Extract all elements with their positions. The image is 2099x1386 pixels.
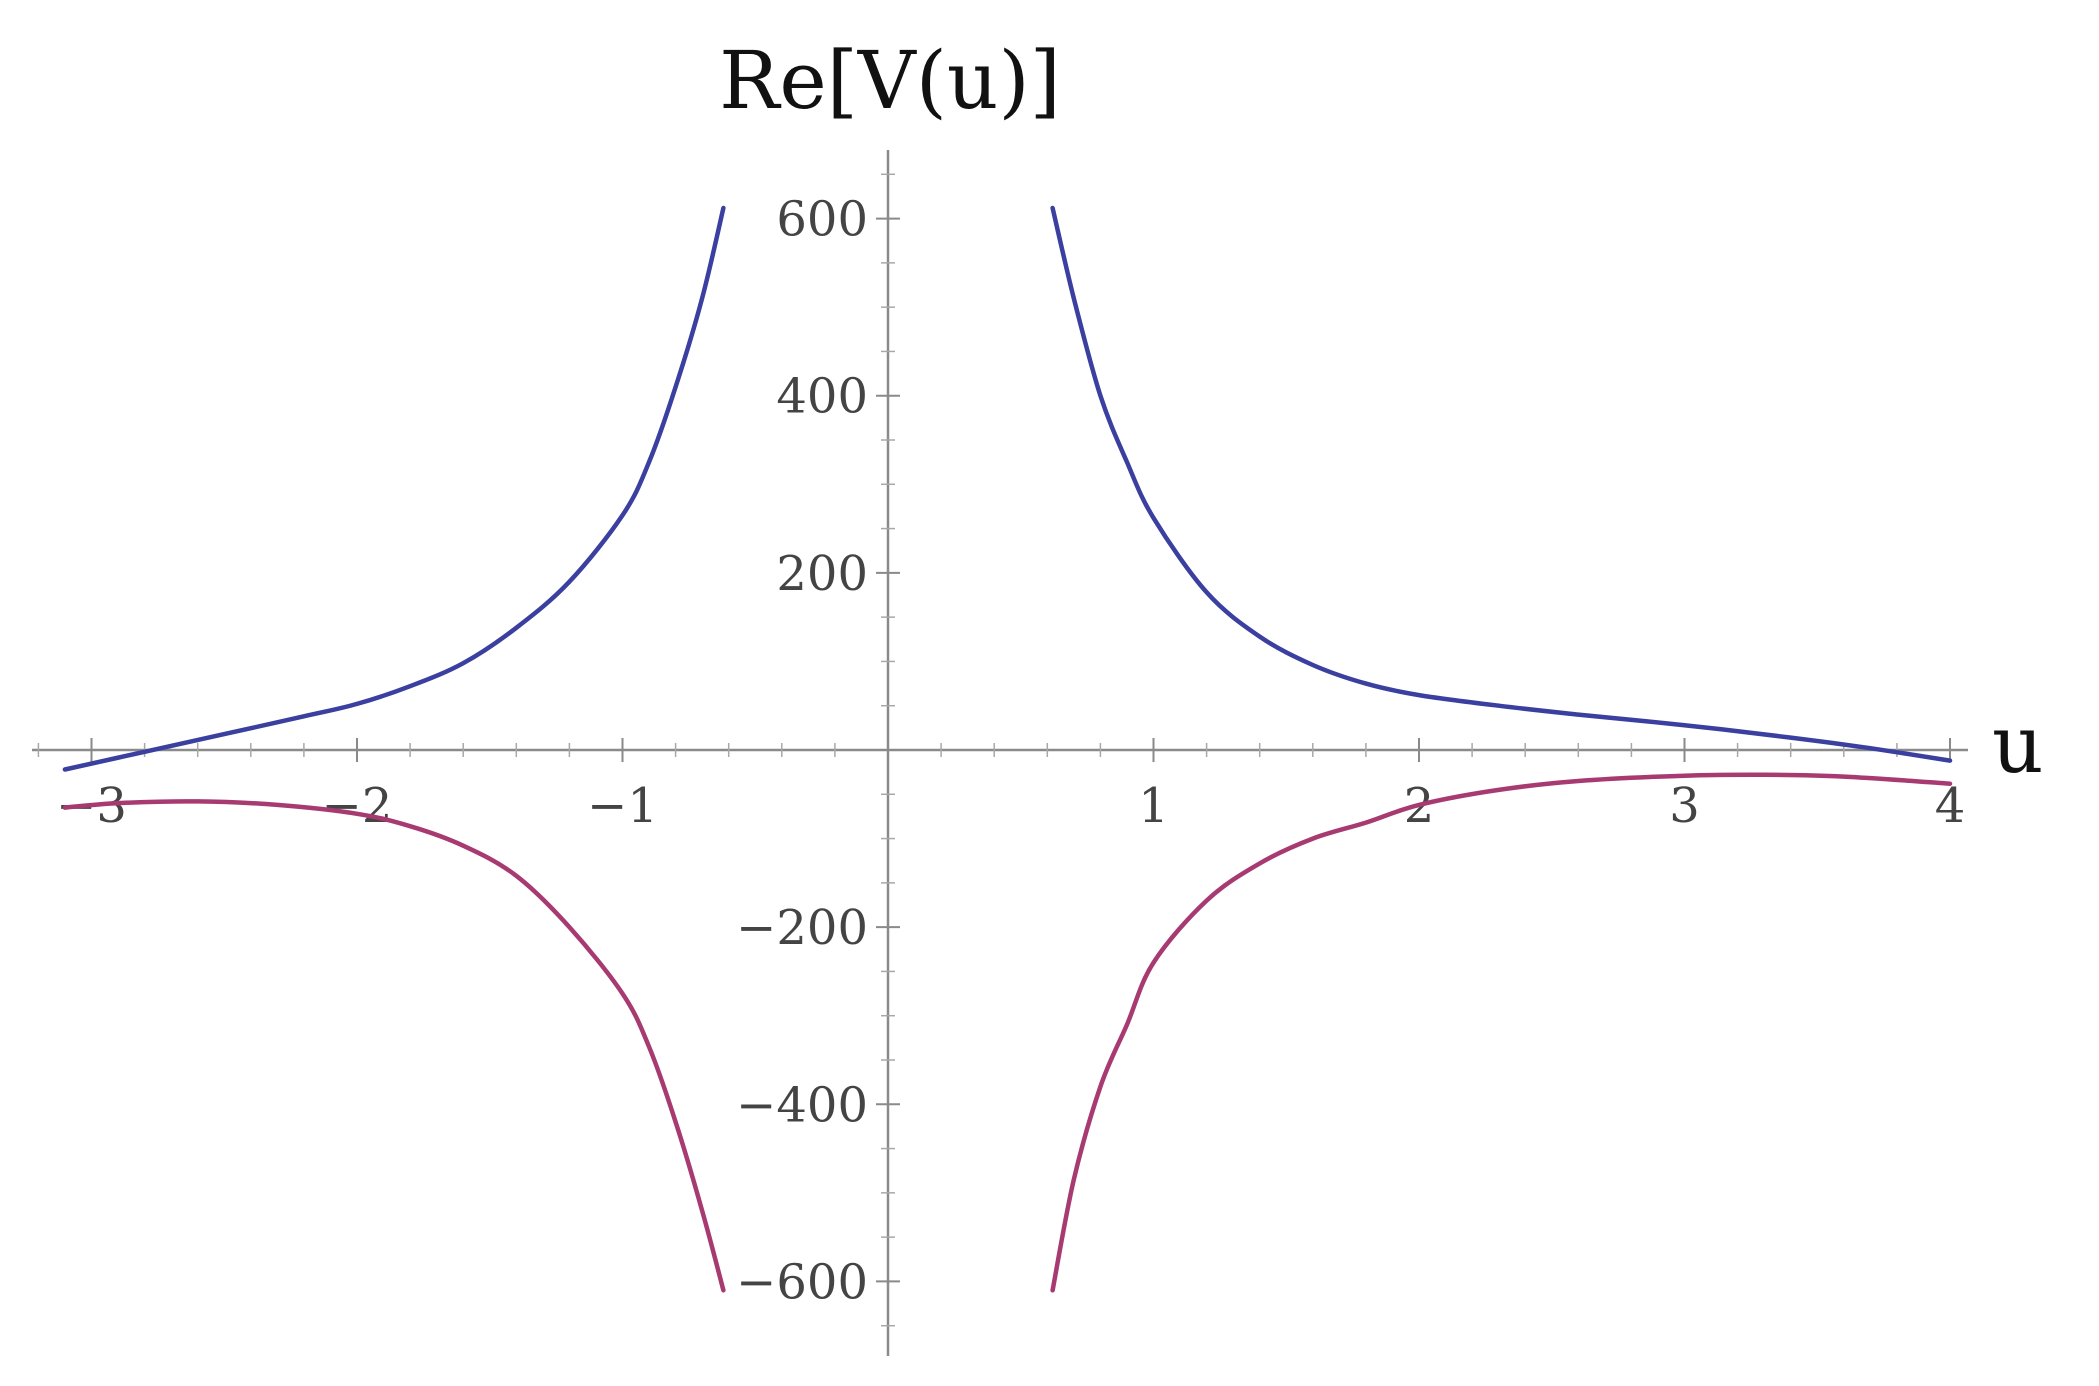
ticks (37, 173, 1951, 1327)
y-tick-label: −400 (736, 1077, 868, 1133)
x-tick-label: −2 (322, 778, 393, 834)
y-tick-label: −600 (736, 1254, 868, 1310)
x-tick-label: 1 (1138, 778, 1169, 834)
y-axis-title: Re[V(u)] (719, 34, 1061, 127)
magenta-curve-left (62, 799, 726, 1293)
curves (62, 205, 1953, 1293)
x-tick-label: 4 (1935, 778, 1966, 834)
blue-curve-left (62, 205, 726, 772)
x-tick-label: 3 (1669, 778, 1700, 834)
y-tick-label: 400 (776, 369, 868, 425)
magenta-curve-right (1050, 772, 1953, 1293)
y-tick-label: 600 (776, 192, 868, 248)
x-tick-label: −1 (587, 778, 658, 834)
y-tick-label: 200 (776, 546, 868, 602)
y-tick-label: −200 (736, 900, 868, 956)
blue-curve-right (1050, 205, 1953, 763)
x-axis-title: u (1992, 698, 2044, 791)
axes (32, 150, 1968, 1356)
